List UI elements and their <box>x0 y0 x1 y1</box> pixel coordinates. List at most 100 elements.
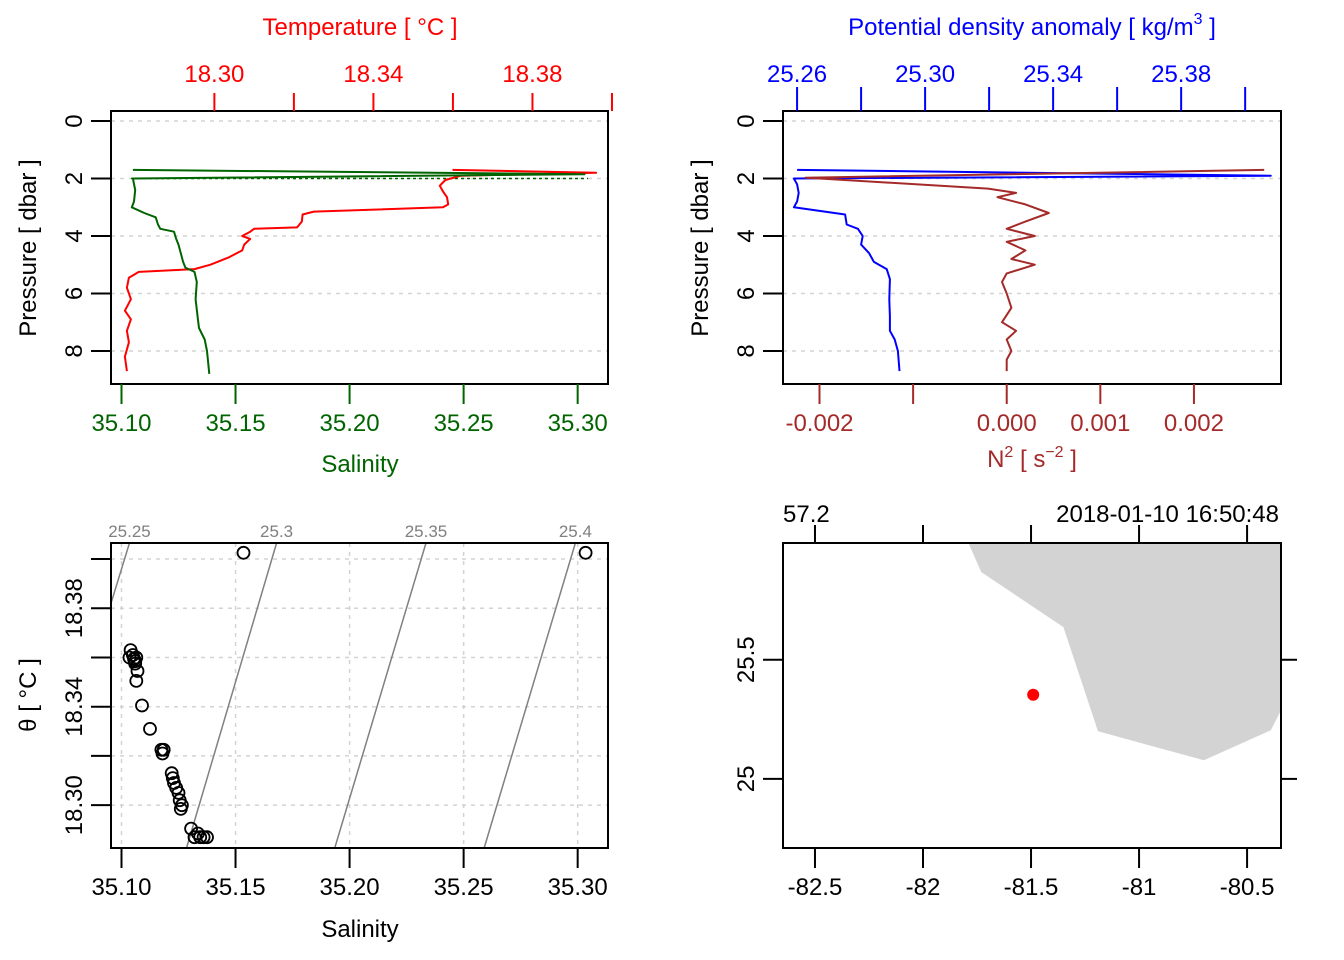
longitude-axis: -82.5 -82 -81.5 -81 -80.5 <box>788 848 1274 901</box>
tick-label: 0.000 <box>977 410 1037 437</box>
n2-title-mid: [ s <box>1013 446 1045 473</box>
data-point <box>200 830 214 845</box>
tick-label: -0.002 <box>785 410 853 437</box>
tick-label: 35.25 <box>434 874 494 901</box>
tick-label: 35.15 <box>206 874 266 901</box>
tick-label: 18.34 <box>343 61 403 88</box>
latitude-axis-right <box>1281 658 1297 780</box>
tick-label: 35.10 <box>91 874 151 901</box>
tick-label: 35.30 <box>548 410 608 437</box>
tick-label: 25.34 <box>1023 61 1083 88</box>
station-map-panel: -82.5 -82 -81.5 -81 -80.5 25 25.5 57.2 2018-0… <box>733 501 1297 901</box>
tick-label: 18.30 <box>184 61 244 88</box>
n2-title-main: N <box>987 446 1004 473</box>
map-top-axis <box>813 525 1249 543</box>
tick-label: 35.15 <box>206 410 266 437</box>
tick-label: 18.34 <box>61 677 88 737</box>
tick-label: 6 <box>733 287 760 300</box>
data-point <box>156 742 171 757</box>
plot-frame <box>782 110 1282 385</box>
temperature-axis-title: Temperature [ °C ] <box>263 14 458 41</box>
tick-label: -81 <box>1122 874 1157 901</box>
data-point <box>164 766 179 781</box>
density-title-sup: 3 <box>1194 11 1203 28</box>
density-axis-title: Potential density anomaly [ kg/m3 ] <box>848 11 1216 41</box>
data-point <box>130 664 145 678</box>
pressure-axis: 0 2 4 6 8 <box>61 114 111 358</box>
isopycnal-line <box>185 542 278 849</box>
latitude-axis: 25 25.5 <box>733 636 783 792</box>
tick-label: 0 <box>61 114 88 127</box>
isopycnal-label: 25.25 <box>108 522 151 541</box>
series-layer <box>123 168 598 374</box>
tick-label: 0 <box>733 114 760 127</box>
tick-label: 18.38 <box>502 61 562 88</box>
station-layer <box>1027 688 1040 701</box>
tick-label: 8 <box>733 344 760 357</box>
tick-label: 25.38 <box>1151 61 1211 88</box>
tick-label: 6 <box>61 287 88 300</box>
tick-label: 18.38 <box>61 578 88 638</box>
n2-axis-title: N2 [ s−2 ] <box>987 444 1077 473</box>
tick-label: -81.5 <box>1004 874 1059 901</box>
plot-frame <box>110 110 609 385</box>
grid <box>111 120 608 352</box>
tick-label: 4 <box>61 229 88 242</box>
data-point <box>129 650 144 665</box>
isopycnal-label: 25.4 <box>559 522 592 541</box>
tick-label: 35.20 <box>320 410 380 437</box>
pressure-axis-title: Pressure [ dbar ] <box>15 159 42 336</box>
isopycnal-label: 25.3 <box>260 522 293 541</box>
data-point <box>128 656 143 671</box>
data-point <box>236 545 251 560</box>
series-line-temperature <box>123 168 598 372</box>
tick-label: 4 <box>733 229 760 242</box>
tick-label: 0.001 <box>1070 410 1130 437</box>
tick-label: -82 <box>906 874 941 901</box>
ts-diagram-panel: 25.25 25.3 25.35 25.4 35.10 35.15 35.20 35.25 3… <box>15 522 609 943</box>
tick-label: 2 <box>61 172 88 185</box>
n2-axis: -0.002 0.000 0.001 0.002 <box>785 384 1224 437</box>
tick-label: 0.002 <box>1164 410 1224 437</box>
salinity-axis: 35.10 35.15 35.20 35.25 35.30 <box>91 848 608 901</box>
tick-label: 35.30 <box>548 874 608 901</box>
isopycnal-label: 25.35 <box>405 522 448 541</box>
data-point <box>135 698 149 713</box>
points-layer <box>122 545 593 845</box>
map-top-label-left: 57.2 <box>783 501 830 528</box>
station-marker <box>1027 688 1040 701</box>
land-layer <box>968 543 1281 761</box>
tick-label: -82.5 <box>788 874 843 901</box>
isopycnal-line <box>483 542 577 849</box>
isopycnal-line <box>334 542 427 849</box>
tick-label: 35.25 <box>434 410 494 437</box>
theta-axis-title: θ [ °C ] <box>15 658 42 732</box>
density-title-main: Potential density anomaly [ kg/m <box>848 14 1194 41</box>
pressure-axis-title: Pressure [ dbar ] <box>687 159 714 336</box>
temperature-axis: 18.30 18.34 18.38 <box>184 61 613 111</box>
map-top-label-right: 2018-01-10 16:50:48 <box>1056 501 1279 528</box>
series-line-n2 <box>804 168 1265 372</box>
tick-label: 25.26 <box>767 61 827 88</box>
tick-label: 35.10 <box>91 410 151 437</box>
series-line-salinity <box>130 168 586 374</box>
isopycnal-layer: 25.25 25.3 25.35 25.4 <box>108 522 592 849</box>
profile-density-n2-panel: 25.26 25.30 25.34 25.38 -0.002 0.000 0.001 0.0… <box>687 11 1282 473</box>
salinity-axis: 35.10 35.15 35.20 35.25 35.30 <box>91 384 608 437</box>
n2-title-sup1: 2 <box>1004 444 1013 461</box>
salinity-axis-title: Salinity <box>321 916 398 943</box>
data-point <box>171 786 186 800</box>
tick-label: 25 <box>733 766 760 793</box>
tick-label: 25.30 <box>895 61 955 88</box>
n2-title-end: ] <box>1064 446 1077 473</box>
profile-temperature-salinity-panel: 18.30 18.34 18.38 35.10 35.15 35.20 35.25 35.3… <box>15 14 613 478</box>
isopycnal-line <box>110 542 131 604</box>
tick-label: 25.5 <box>733 636 760 683</box>
theta-axis: 18.30 18.34 18.38 <box>61 558 111 835</box>
data-point <box>190 826 205 841</box>
tick-label: 8 <box>61 344 88 357</box>
density-axis: 25.26 25.30 25.34 25.38 <box>767 61 1247 111</box>
series-layer <box>792 168 1272 372</box>
grid <box>111 543 608 848</box>
